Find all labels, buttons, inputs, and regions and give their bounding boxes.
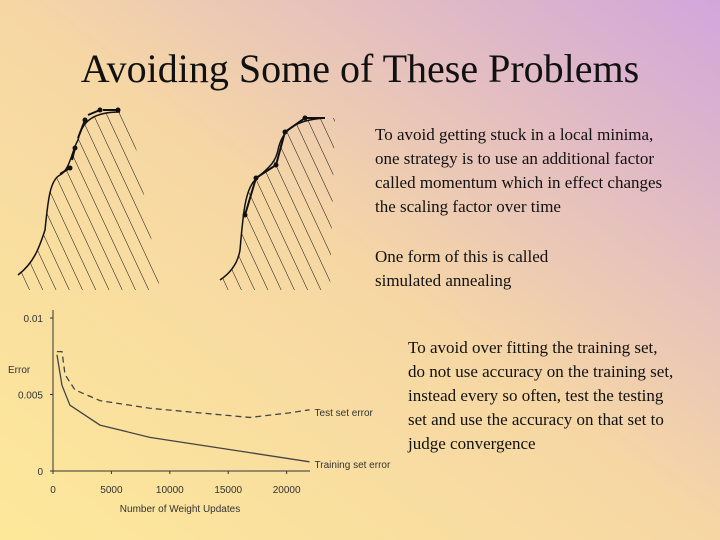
x-tick-label: 5000	[100, 485, 123, 496]
paragraph-line: To avoid getting stuck in a local minima…	[375, 125, 653, 144]
y-tick-label: 0	[37, 467, 43, 478]
x-axis-label: Number of Weight Updates	[120, 504, 240, 515]
y-axis-label: Error	[8, 365, 31, 376]
series-line	[56, 351, 310, 419]
sketch-left	[17, 107, 160, 290]
paragraph-line: To avoid over fitting the training set,	[408, 338, 658, 357]
series-label: Training set error	[315, 460, 391, 471]
paragraph-line: set and use the accuracy on that set to	[408, 410, 664, 429]
body-text: To avoid getting stuck in a local minima…	[375, 125, 673, 453]
y-tick-label: 0.005	[18, 391, 43, 402]
slide-title: Avoiding Some of These Problems	[81, 46, 639, 91]
x-tick-label: 20000	[273, 485, 301, 496]
paragraph-line: do not use accuracy on the training set,	[408, 362, 673, 381]
paragraph-line: judge convergence	[407, 434, 536, 453]
paragraph-line: simulated annealing	[375, 271, 512, 290]
paragraph-line: One form of this is called	[375, 247, 549, 266]
series-line	[56, 354, 310, 463]
y-tick-label: 0.01	[24, 314, 44, 325]
x-tick-label: 10000	[156, 485, 184, 496]
sketch-right	[219, 115, 335, 290]
paragraph-line: one strategy is to use an additional fac…	[375, 149, 654, 168]
error-chart: 0 0.005 0.01 0 5000 10000 15000 20000 Error Numbe…	[8, 310, 391, 515]
x-tick-label: 0	[50, 485, 56, 496]
series-label: Test set error	[315, 408, 374, 419]
paragraph-line: called momentum which in effect changes	[375, 173, 662, 192]
paragraph-line: instead every so often, test the testing	[408, 386, 664, 405]
x-tick-label: 15000	[214, 485, 242, 496]
paragraph-line: the scaling factor over time	[375, 197, 561, 216]
